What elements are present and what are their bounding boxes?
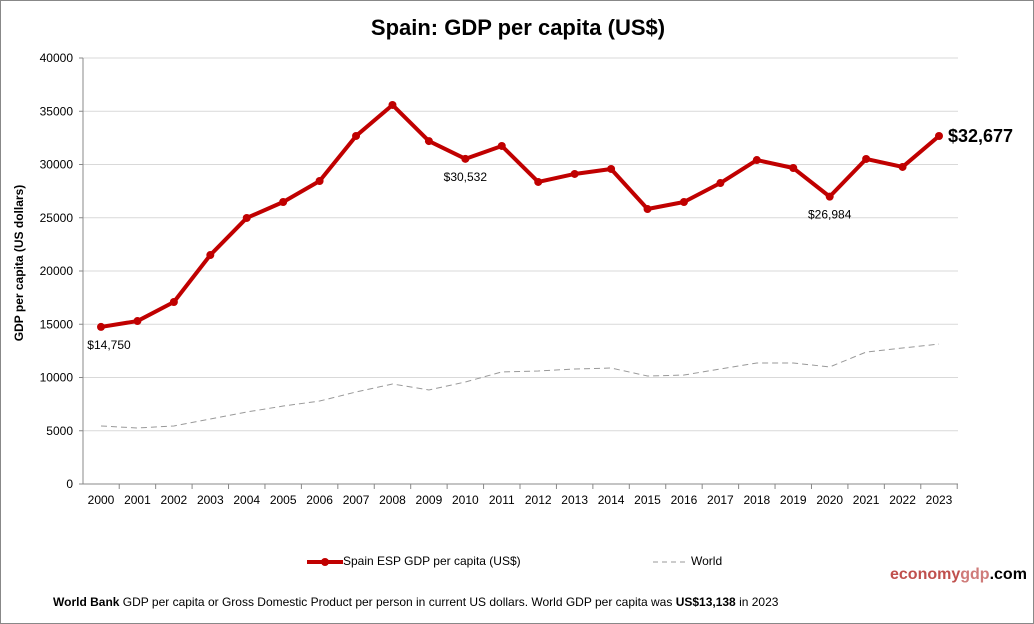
footer-source: World Bank	[53, 595, 120, 609]
brand-part1: economy	[890, 566, 961, 583]
data-point-spain	[643, 205, 652, 214]
y-tick-label: 15000	[40, 317, 74, 331]
data-point-spain	[388, 100, 397, 109]
data-point-spain	[716, 179, 725, 188]
chart-title: Spain: GDP per capita (US$)	[370, 15, 666, 40]
data-point-spain	[935, 131, 943, 140]
data-point-spain	[97, 322, 105, 331]
x-tick-label: 2021	[853, 493, 880, 507]
brand-logo: economygdp.com	[890, 566, 1027, 584]
footer-note: World Bank GDP per capita or Gross Domes…	[53, 595, 778, 609]
data-point-spain	[206, 251, 215, 260]
footer-text: GDP per capita or Gross Domestic Product…	[119, 595, 676, 609]
data-point-spain	[461, 154, 470, 163]
footer-world-value: US$13,138	[675, 595, 736, 609]
data-point-spain	[242, 213, 251, 222]
y-tick-label: 40000	[40, 51, 74, 65]
data-point-spain	[497, 141, 506, 150]
x-tick-label: 2007	[343, 493, 370, 507]
data-label-latest: $32,677	[948, 126, 1013, 146]
x-tick-label: 2002	[161, 493, 188, 507]
x-tick-label: 2013	[561, 493, 588, 507]
data-point-spain	[279, 197, 288, 206]
data-point-spain	[424, 137, 433, 146]
legend-spain-label: Spain ESP GDP per capita (US$)	[343, 554, 521, 568]
data-point-spain	[789, 164, 798, 173]
x-tick-label: 2000	[88, 493, 115, 507]
x-tick-label: 2023	[926, 493, 953, 507]
y-tick-label: 5000	[46, 424, 73, 438]
data-point-spain	[352, 131, 361, 140]
brand-part2: gdp	[960, 566, 990, 583]
data-point-spain	[570, 169, 579, 178]
data-point-spain	[315, 177, 324, 186]
data-point-spain	[607, 164, 616, 173]
x-tick-label: 2017	[707, 493, 734, 507]
legend-spain-swatch	[307, 558, 343, 566]
x-tick-label: 2019	[780, 493, 807, 507]
x-tick-label: 2011	[489, 493, 515, 507]
data-point-spain	[825, 192, 834, 201]
y-tick-label: 0	[66, 477, 73, 491]
x-tick-label: 2020	[816, 493, 843, 507]
data-point-spain	[679, 197, 688, 206]
x-tick-label: 2005	[270, 493, 297, 507]
y-tick-label: 25000	[40, 211, 74, 225]
x-tick-label: 2003	[197, 493, 224, 507]
x-tick-label: 2016	[671, 493, 698, 507]
data-point-spain	[898, 162, 907, 171]
series-line-spain	[100, 102, 941, 329]
x-tick-label: 2015	[634, 493, 661, 507]
y-tick-label: 20000	[40, 264, 74, 278]
series-line-world	[100, 343, 940, 429]
legend-world-swatch	[653, 561, 689, 563]
data-point-spain	[169, 297, 178, 306]
x-tick-label: 2004	[233, 493, 260, 507]
x-tick-label: 2014	[598, 493, 625, 507]
data-label: $26,984	[808, 208, 852, 222]
x-tick-label: 2006	[306, 493, 333, 507]
x-tick-label: 2012	[525, 493, 552, 507]
x-tick-label: 2001	[124, 493, 151, 507]
x-tick-label: 2010	[452, 493, 479, 507]
y-tick-label: 10000	[40, 371, 74, 385]
data-point-spain	[534, 177, 543, 186]
y-tick-label: 35000	[40, 104, 74, 118]
y-tick-label: 30000	[40, 158, 74, 172]
data-point-spain	[133, 317, 142, 326]
x-tick-label: 2008	[379, 493, 406, 507]
legend-world-label: World	[691, 554, 723, 568]
data-label: $30,532	[444, 170, 488, 184]
brand-part3: .com	[989, 566, 1027, 583]
footer-year: in 2023	[735, 595, 779, 609]
data-label: $14,750	[87, 338, 131, 352]
x-tick-label: 2009	[416, 493, 443, 507]
x-tick-label: 2022	[889, 493, 916, 507]
x-tick-label: 2018	[743, 493, 770, 507]
data-point-spain	[862, 154, 871, 163]
data-point-spain	[752, 156, 761, 165]
